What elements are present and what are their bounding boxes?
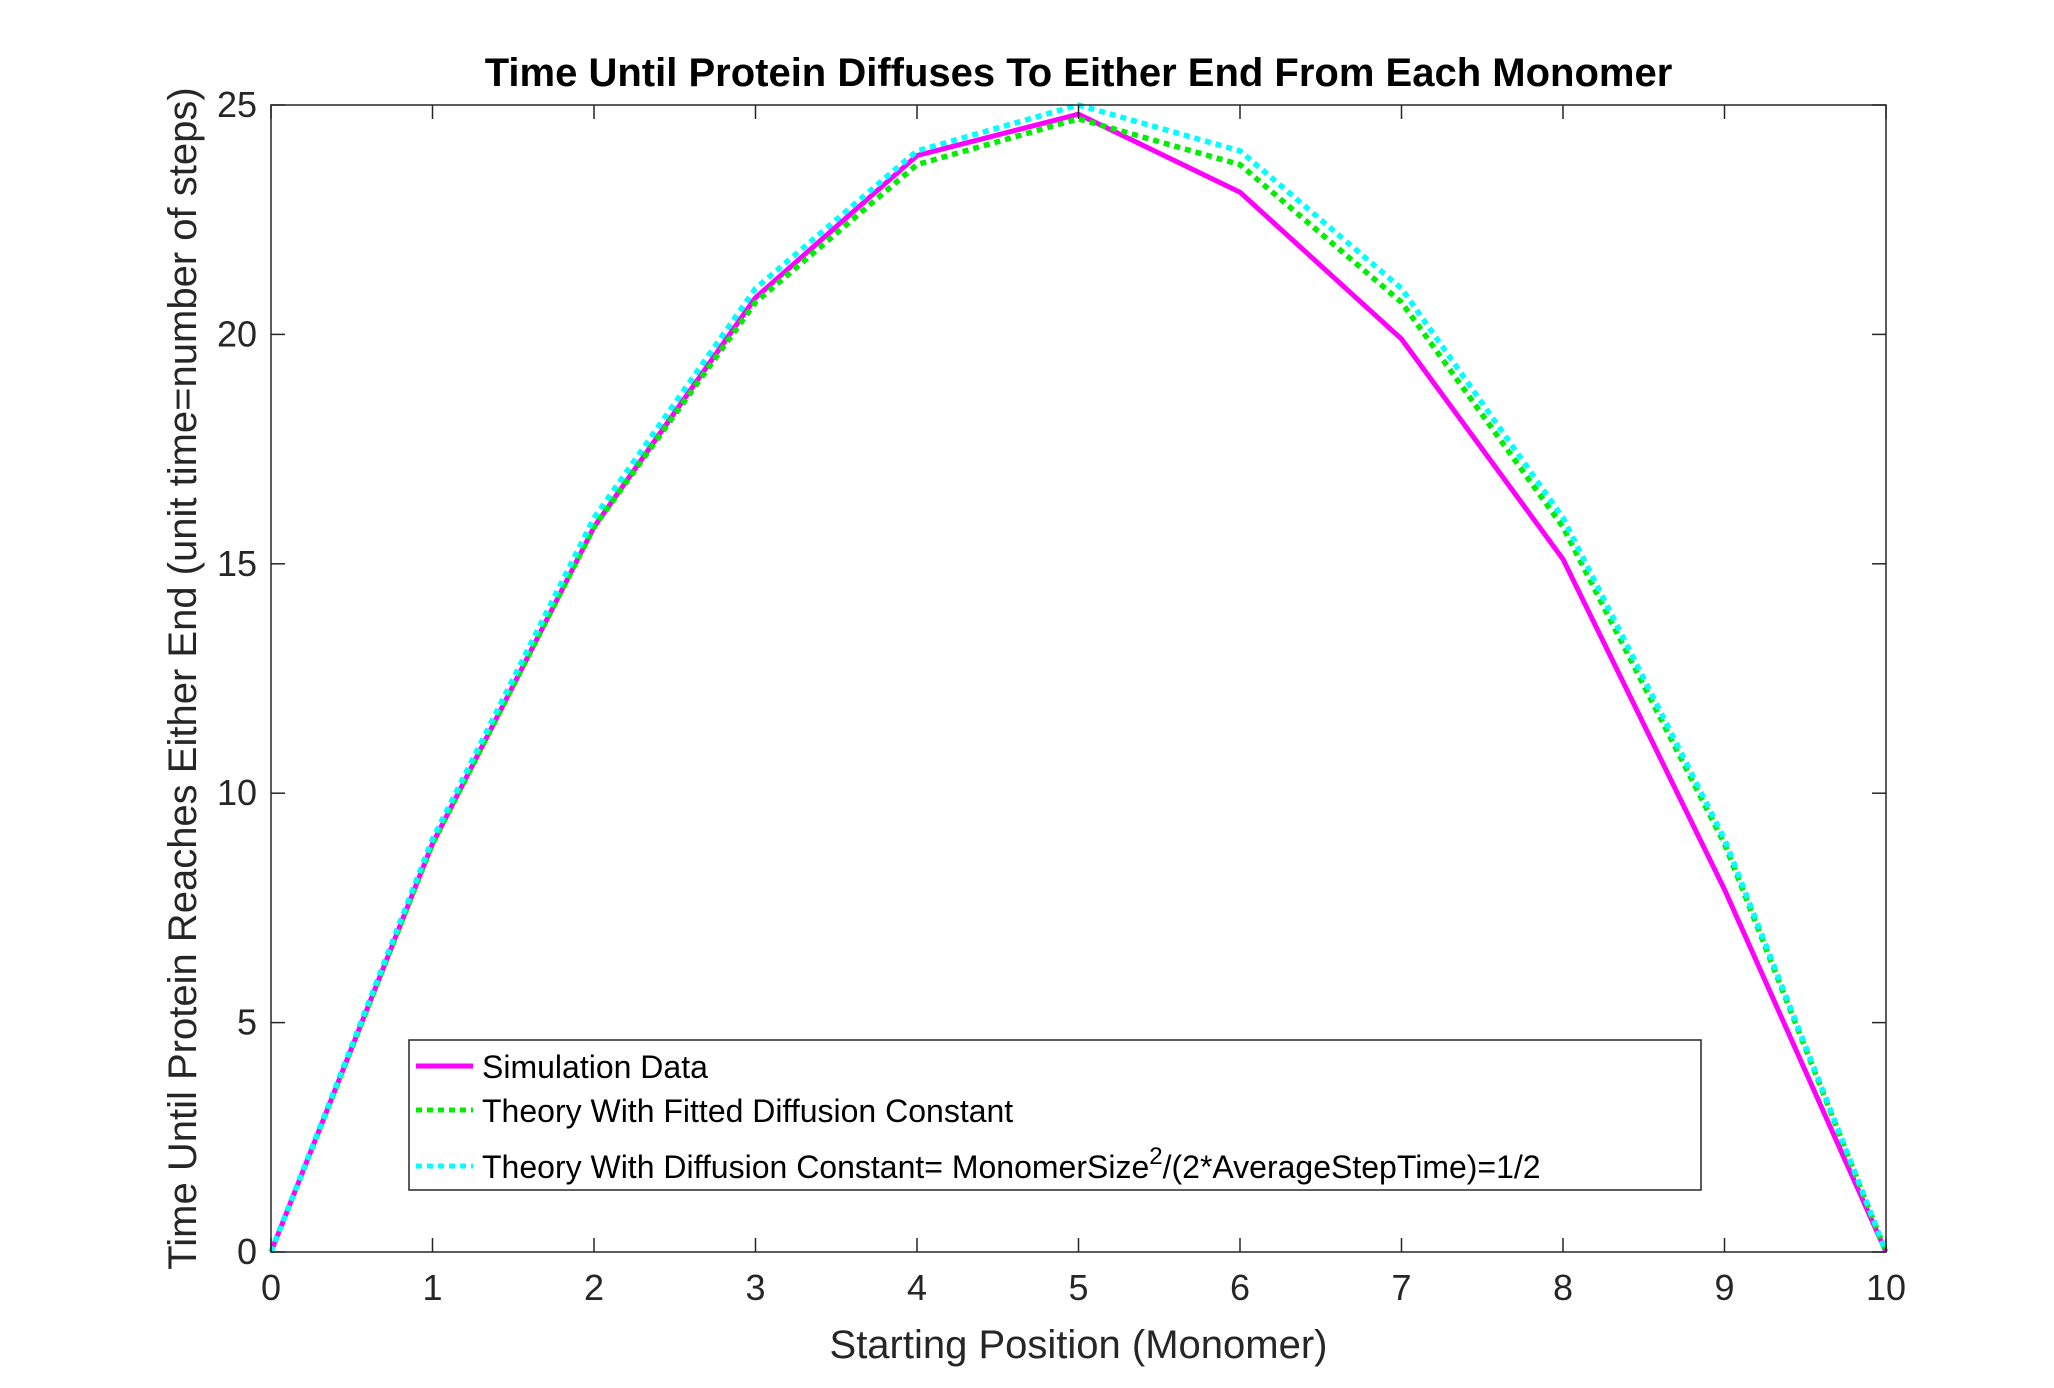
x-tick-label: 3 bbox=[745, 1267, 765, 1308]
legend-label-constant-theory-suffix: /(2*AverageStepTime)=1/2 bbox=[1163, 1149, 1541, 1185]
y-tick-label: 20 bbox=[217, 313, 257, 354]
x-axis-label: Starting Position (Monomer) bbox=[830, 1323, 1328, 1367]
legend-label-constant-theory-superscript: 2 bbox=[1149, 1143, 1162, 1170]
chart-title: Time Until Protein Diffuses To Either En… bbox=[485, 51, 1673, 95]
y-tick-label: 5 bbox=[237, 1002, 257, 1043]
x-axis: 0 1 2 3 4 5 6 7 8 9 10 bbox=[261, 105, 1906, 1308]
y-tick-label: 0 bbox=[237, 1231, 257, 1272]
legend: Simulation Data Theory With Fitted Diffu… bbox=[408, 1039, 1702, 1191]
x-tick-label: 7 bbox=[1391, 1267, 1411, 1308]
x-tick-label: 5 bbox=[1068, 1267, 1088, 1308]
legend-box bbox=[408, 1039, 1702, 1191]
y-tick-label: 10 bbox=[217, 772, 257, 813]
x-tick-label: 6 bbox=[1230, 1267, 1250, 1308]
x-tick-label: 0 bbox=[261, 1267, 281, 1308]
legend-label-constant-theory-main: Theory With Diffusion Constant= MonomerS… bbox=[482, 1149, 1149, 1185]
fitted-theory-line bbox=[268, 116, 1889, 1254]
x-tick-label: 9 bbox=[1714, 1267, 1734, 1308]
y-axis-label: Time Until Protein Reaches Either End (u… bbox=[161, 87, 205, 1269]
y-tick-label: 25 bbox=[217, 84, 257, 125]
y-axis: 0 5 10 15 20 25 bbox=[217, 84, 1886, 1272]
x-tick-label: 10 bbox=[1866, 1267, 1906, 1308]
legend-label-constant-theory: Theory With Diffusion Constant= MonomerS… bbox=[482, 1143, 1541, 1185]
x-tick-label: 8 bbox=[1553, 1267, 1573, 1308]
x-tick-label: 1 bbox=[422, 1267, 442, 1308]
legend-label-fitted-theory: Theory With Fitted Diffusion Constant bbox=[482, 1093, 1013, 1129]
x-tick-label: 4 bbox=[907, 1267, 927, 1308]
x-tick-label: 2 bbox=[584, 1267, 604, 1308]
y-tick-label: 15 bbox=[217, 543, 257, 584]
legend-label-simulation: Simulation Data bbox=[482, 1049, 708, 1085]
